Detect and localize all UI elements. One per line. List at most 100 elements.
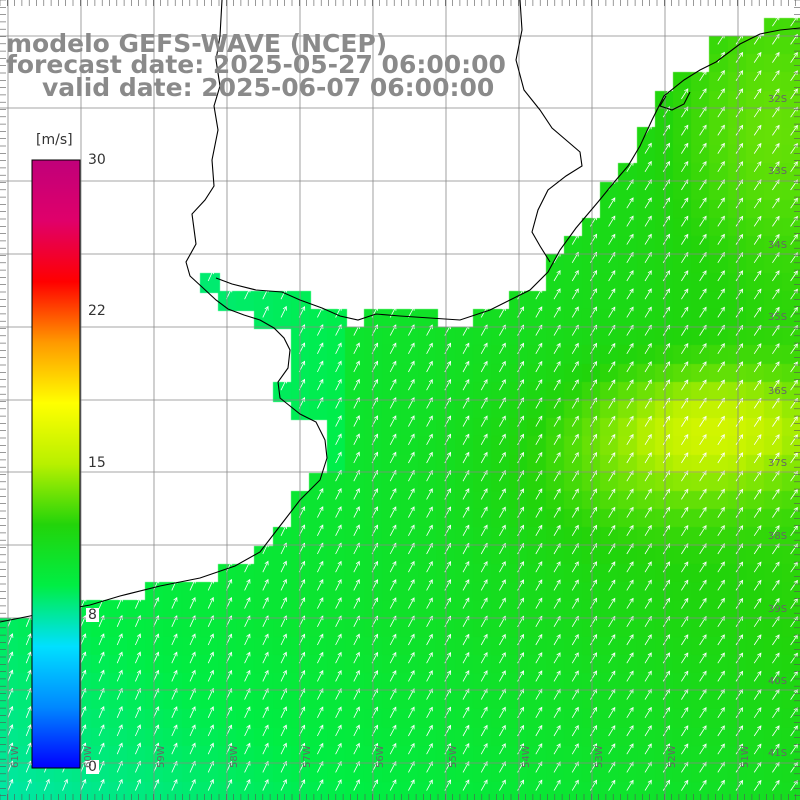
wind-arrow-head (684, 452, 689, 457)
wind-arrow (535, 288, 543, 300)
wind-arrow (753, 507, 762, 518)
wind-arrow (626, 161, 634, 173)
wind-arrow-head (465, 706, 470, 712)
wind-arrow-head (592, 688, 598, 694)
wind-arrow (480, 743, 488, 755)
wind-arrow-head (684, 88, 689, 93)
wind-arrow-head (574, 233, 579, 239)
wind-arrow (80, 633, 86, 646)
wind-arrow (753, 452, 762, 464)
wind-arrow (535, 561, 543, 573)
wind-arrow-head (611, 415, 616, 421)
wind-arrow (772, 598, 780, 609)
wind-arrow-head (209, 706, 214, 711)
wind-arrow-head (592, 579, 598, 585)
wind-arrow-head (519, 652, 525, 657)
wind-arrow-head (337, 633, 342, 639)
wind-arrow (553, 306, 561, 318)
wind-arrow-head (282, 669, 287, 675)
wind-arrow (772, 561, 780, 573)
wind-arrow (462, 452, 470, 464)
wind-arrow-head (465, 415, 470, 421)
colorbar-tick-8: 8 (86, 607, 99, 623)
wind-arrow-head (757, 379, 762, 385)
wind-arrow (790, 234, 798, 245)
wind-arrow (626, 543, 634, 555)
wind-arrow (335, 779, 342, 791)
wind-arrow-head (757, 670, 762, 676)
wind-arrow (408, 397, 415, 409)
wind-arrow-head (574, 633, 579, 639)
wind-arrow-head (319, 633, 324, 639)
wind-arrow (98, 779, 105, 791)
wind-arrow-head (611, 706, 616, 712)
wind-arrow (590, 725, 597, 737)
wind-arrow (790, 107, 798, 118)
wind-arrow (335, 597, 342, 609)
wind-arrow-head (720, 488, 725, 494)
wind-arrow-head (647, 561, 652, 567)
wind-arrow-head (446, 433, 452, 439)
wind-arrow-head (574, 579, 579, 585)
wind-arrow-head (556, 561, 561, 566)
latitude-label: 40S (768, 676, 788, 687)
wind-arrow (772, 15, 780, 27)
wind-arrow (644, 270, 652, 282)
wind-arrow-head (738, 306, 744, 312)
wind-arrow-head (738, 525, 744, 530)
wind-arrow-head (611, 652, 616, 657)
wind-arrow (462, 761, 470, 773)
wind-arrow (535, 507, 543, 518)
wind-arrow-head (592, 706, 598, 712)
wind-arrow (644, 161, 652, 173)
wind-arrow (790, 471, 798, 482)
wind-arrow-head (428, 360, 433, 366)
wind-arrow (790, 343, 798, 355)
wind-arrow (717, 361, 725, 373)
wind-arrow (772, 143, 780, 154)
wind-arrow (426, 506, 433, 518)
wind-arrow (262, 561, 269, 573)
wind-arrow-head (702, 524, 707, 530)
longitude-label: 53W (594, 745, 605, 768)
wind-arrow-head (410, 433, 415, 439)
wind-arrow-head (629, 561, 634, 567)
wind-arrow (662, 143, 670, 154)
wind-arrow-head (410, 397, 415, 402)
wind-arrow-head (592, 379, 598, 384)
wind-arrow-head (446, 560, 452, 566)
wind-arrow-head (684, 142, 689, 148)
wind-arrow (335, 761, 342, 773)
wind-arrow (699, 652, 707, 664)
wind-arrow (699, 634, 707, 646)
wind-arrow (790, 598, 798, 609)
wind-arrow (681, 270, 689, 282)
wind-arrow-head (100, 633, 105, 639)
wind-arrow (662, 652, 670, 664)
wind-arrow (535, 434, 543, 445)
wind-arrow-head (373, 670, 379, 675)
wind-arrow (535, 725, 543, 737)
wind-arrow (681, 197, 689, 209)
wind-arrow (116, 706, 123, 718)
wind-arrow (626, 270, 634, 282)
wind-arrow-head (647, 725, 652, 730)
wind-arrow (590, 288, 597, 300)
wind-arrow-head (319, 524, 324, 530)
wind-arrow-head (720, 233, 725, 239)
wind-arrow (171, 579, 178, 591)
wind-arrow-head (246, 706, 251, 712)
wind-arrow (353, 361, 360, 373)
wind-arrow-head (100, 669, 105, 675)
wind-arrow (735, 125, 743, 136)
wind-arrow (772, 270, 780, 282)
wind-arrow (262, 634, 269, 646)
wind-arrow-head (155, 596, 160, 602)
wind-arrow-head (373, 651, 379, 657)
wind-arrow-head (574, 779, 579, 785)
wind-arrow-head (738, 452, 744, 458)
wind-arrow (553, 707, 561, 719)
wind-arrow-head (684, 597, 689, 603)
wind-arrow (753, 470, 762, 482)
